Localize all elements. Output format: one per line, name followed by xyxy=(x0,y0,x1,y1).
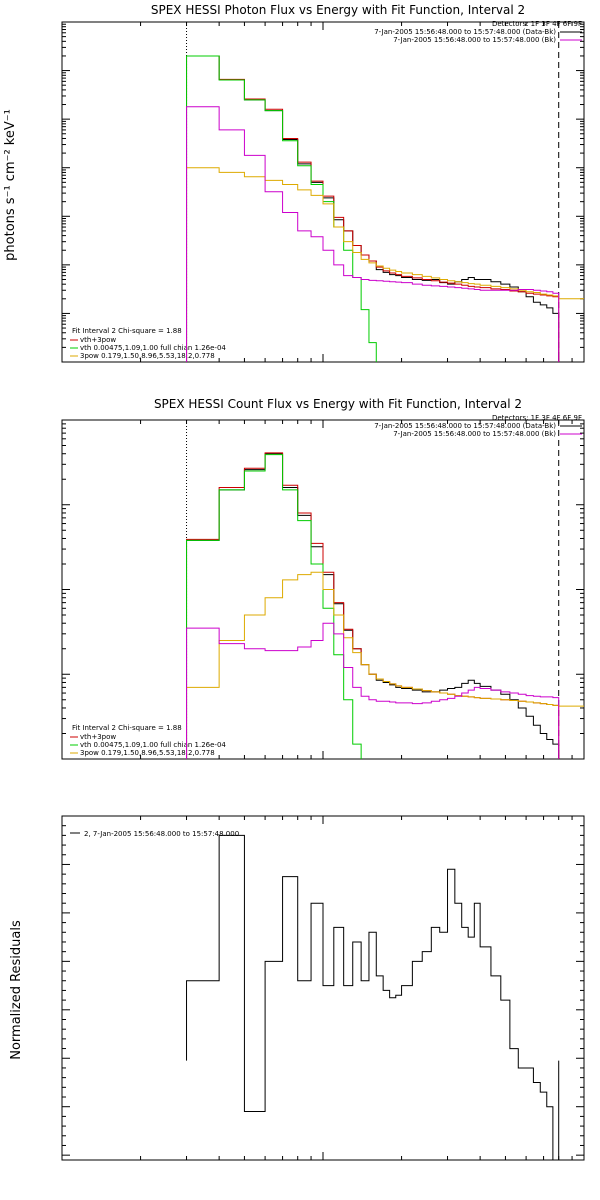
photon-flux-ylabel: photons s⁻¹ cm⁻² keV⁻¹ xyxy=(3,109,18,261)
count-legend-header: Detectors: 1F 3F 4F 6F 9F xyxy=(492,414,582,422)
series-data-bk xyxy=(186,453,560,759)
series-vth xyxy=(186,454,362,759)
series-bk xyxy=(186,106,560,362)
plot-frame xyxy=(61,815,585,1161)
photon-legend-item-databk: 7-Jan-2005 15:56:48.000 to 15:57:48.000 … xyxy=(374,28,556,36)
photon-legend-fit-3pow: 3pow 0.179,1.50,8.96,5.53,18.2,0.778 xyxy=(80,352,215,360)
count-legend-fit-header: Fit Interval 2 Chi-square = 1.88 xyxy=(72,724,182,732)
series-3pow xyxy=(186,167,584,362)
photon-flux-title: SPEX HESSI Photon Flux vs Energy with Fi… xyxy=(151,3,525,17)
count-legend-fit-vth3pow: vth+3pow xyxy=(80,733,116,741)
photon-legend-item-bk: 7-Jan-2005 15:56:48.000 to 15:57:48.000 … xyxy=(393,36,556,44)
residuals-panel: Normalized Residuals 2, 7-Jan-2005 15:56… xyxy=(9,815,585,1161)
residuals-ylabel: Normalized Residuals xyxy=(9,920,24,1060)
count-legend-fit-3pow: 3pow 0.179,1.50,8.96,5.53,18.2,0.778 xyxy=(80,749,215,757)
count-legend-item-databk: 7-Jan-2005 15:56:48.000 to 15:57:48.000 … xyxy=(374,422,556,430)
series-vth xyxy=(186,55,377,362)
series-3pow xyxy=(186,571,584,759)
count-legend-item-bk: 7-Jan-2005 15:56:48.000 to 15:57:48.000 … xyxy=(393,430,556,438)
count-flux-title: SPEX HESSI Count Flux vs Energy with Fit… xyxy=(154,397,522,411)
series-group xyxy=(186,55,584,362)
photon-legend-fit-vth3pow: vth+3pow xyxy=(80,336,116,344)
series-vth-3pow xyxy=(186,452,560,759)
photon-legend-fit-header: Fit Interval 2 Chi-square = 1.88 xyxy=(72,327,182,335)
count-flux-panel: SPEX HESSI Count Flux vs Energy with Fit… xyxy=(61,397,585,760)
series-vth-3pow xyxy=(186,55,560,362)
series-group xyxy=(186,452,584,759)
series-bk xyxy=(186,622,560,759)
photon-flux-panel: SPEX HESSI Photon Flux vs Energy with Fi… xyxy=(3,3,585,363)
photon-legend-header: Detectors: 1F 3F 4F 6F 9F xyxy=(492,20,582,28)
photon-legend-fit-vth: vth 0.00475,1.09,1.00 full chian 1.26e-0… xyxy=(80,344,226,352)
series-data-bk xyxy=(186,55,560,362)
series-group xyxy=(186,834,560,1160)
residuals-legend-item: 2, 7-Jan-2005 15:56:48.000 to 15:57:48.0… xyxy=(84,830,239,838)
count-legend-fit-vth: vth 0.00475,1.09,1.00 full chian 1.26e-0… xyxy=(80,741,226,749)
series-2-7-jan-2005-15-56-48-000-to-15-57-48-000 xyxy=(186,834,560,1160)
